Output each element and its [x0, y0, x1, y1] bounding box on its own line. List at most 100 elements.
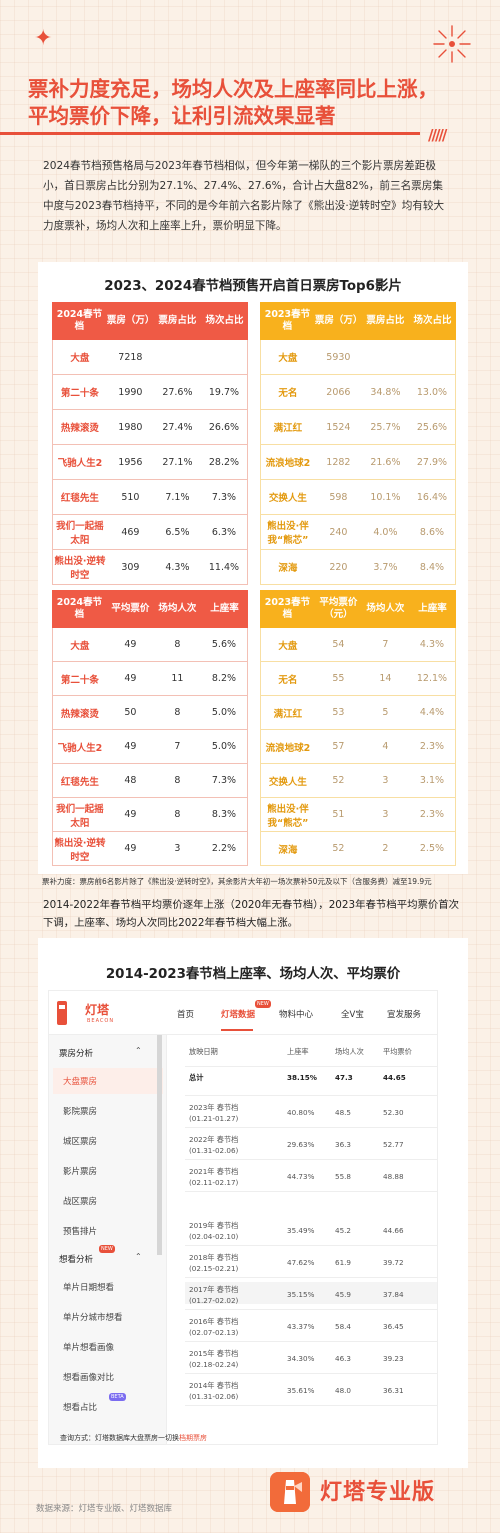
- sidebar-group-want[interactable]: 想看分析: [59, 1255, 94, 1265]
- grid-value-cell: 44.73%: [287, 1172, 315, 1181]
- grid-value-cell: 45.9: [335, 1290, 352, 1299]
- trend-paragraph: 2014-2022年春节档平均票价逐年上涨（2020年无春节档），2023年春节…: [43, 899, 460, 929]
- value-cell: 5.6%: [200, 628, 248, 662]
- value-cell: 4.0%: [361, 515, 409, 550]
- film-name-cell: 熊出没·逆转时空: [52, 550, 107, 585]
- table-header-cell: 2024春节档: [52, 302, 107, 340]
- nav-quanvbao[interactable]: 全V宝: [341, 1010, 364, 1020]
- sidebar-item-zone[interactable]: 战区票房: [63, 1197, 98, 1207]
- grid-date-cell: 2017年 春节档: [189, 1285, 239, 1294]
- value-cell: 57: [314, 730, 362, 764]
- grid-column-header: 平均票价: [383, 1047, 412, 1056]
- sidebar-item-want-profile[interactable]: 单片想看画像: [63, 1343, 115, 1353]
- table-2024-ticket: 2024春节档 平均票价 场均人次 上座率 大盘 49 8 5.6% 第二十条 49 11 8.2% 热…: [52, 590, 248, 866]
- grid-value-cell: 40.80%: [287, 1108, 315, 1117]
- section2-title: 2014-2023春节档上座率、场均人次、平均票价: [105, 967, 401, 982]
- value-cell: 2.3%: [408, 798, 456, 832]
- query-link[interactable]: 档期票房: [179, 1434, 207, 1442]
- value-cell: 1282: [314, 445, 362, 480]
- film-name-cell: 熊出没·伴我“熊芯”: [260, 798, 315, 832]
- grid-value-cell: 52.77: [383, 1140, 404, 1149]
- table-header-cell: 票房（万）: [314, 302, 362, 340]
- nav-promo[interactable]: 宣发服务: [387, 1010, 422, 1020]
- value-cell: 25.7%: [361, 410, 409, 445]
- value-cell: 2066: [314, 375, 362, 410]
- film-name-cell: 我们一起摇太阳: [52, 798, 107, 832]
- table-row: 第二十条 49 11 8.2%: [52, 662, 248, 696]
- value-cell: 11.4%: [200, 550, 248, 585]
- table-row: 熊出没·伴我“熊芯” 240 4.0% 8.6%: [260, 515, 456, 550]
- value-cell: 4.4%: [408, 696, 456, 730]
- grid-date-cell: 2014年 春节档: [189, 1381, 239, 1390]
- grid-row-divider: [185, 1277, 437, 1278]
- value-cell: 19.7%: [200, 375, 248, 410]
- value-cell: 49: [106, 628, 154, 662]
- value-cell: 2: [361, 832, 409, 866]
- value-cell: 13.0%: [408, 375, 456, 410]
- grid-row-divider: [185, 1341, 437, 1342]
- table-row: 飞驰人生2 1956 27.1% 28.2%: [52, 445, 248, 480]
- grid-value-cell: 47.3: [335, 1073, 353, 1082]
- value-cell: 3: [153, 832, 201, 866]
- brand-name: 灯塔专业版: [320, 1480, 436, 1505]
- sidebar-item-market[interactable]: 大盘票房: [63, 1077, 98, 1087]
- value-cell: 8: [153, 764, 201, 798]
- table-row: 交换人生 52 3 3.1%: [260, 764, 456, 798]
- grid-date-range: (01.27-02.02): [189, 1296, 239, 1305]
- grid-value-cell: 35.15%: [287, 1290, 315, 1299]
- value-cell: 21.6%: [361, 445, 409, 480]
- sidebar-item-cinema[interactable]: 影院票房: [63, 1107, 98, 1117]
- collapse-icon[interactable]: ⌃: [135, 1046, 142, 1055]
- value-cell: 4.3%: [153, 550, 201, 585]
- value-cell: [200, 340, 248, 375]
- film-name-cell: 满江红: [260, 410, 315, 445]
- sidebar-item-want-date[interactable]: 单片日期想看: [63, 1283, 115, 1293]
- value-cell: 34.8%: [361, 375, 409, 410]
- value-cell: 49: [106, 798, 154, 832]
- film-name-cell: 热辣滚烫: [52, 410, 107, 445]
- sidebar-group-boxoffice[interactable]: 票房分析: [59, 1049, 94, 1059]
- grid-date-cell: 2015年 春节档: [189, 1349, 239, 1358]
- value-cell: 3: [361, 798, 409, 832]
- sidebar-item-film[interactable]: 影片票房: [63, 1167, 98, 1177]
- table-header-cell: 平均票价: [106, 590, 154, 628]
- sidebar-item-want-city[interactable]: 单片分城市想看: [63, 1313, 123, 1323]
- film-name-cell: 交换人生: [260, 764, 315, 798]
- grid-value-cell: 44.65: [383, 1073, 406, 1082]
- film-name-cell: 飞驰人生2: [52, 730, 107, 764]
- value-cell: 8.4%: [408, 550, 456, 585]
- grid-value-cell: 46.3: [335, 1354, 352, 1363]
- film-name-cell: 无名: [260, 375, 315, 410]
- sidebar-item-city[interactable]: 城区票房: [63, 1137, 98, 1147]
- nav-materials[interactable]: 物料中心: [279, 1010, 314, 1020]
- decorative-slashes: /////: [428, 126, 447, 144]
- table-header-cell: 上座率: [408, 590, 456, 628]
- title-line-2: 平均票价下降，让利引流效果显著: [28, 104, 336, 128]
- table-row: 热辣滚烫 50 8 5.0%: [52, 696, 248, 730]
- grid-column-header: 场均人次: [335, 1047, 364, 1056]
- value-cell: 26.6%: [200, 410, 248, 445]
- grid-row-divider: [185, 1309, 437, 1310]
- grid-date-cell: 总计: [189, 1073, 204, 1082]
- table-row: 热辣滚烫 1980 27.4% 26.6%: [52, 410, 248, 445]
- nav-home[interactable]: 首页: [177, 1010, 195, 1020]
- sidebar-scrollbar[interactable]: [157, 1035, 162, 1255]
- grid-gap-row: [185, 1282, 437, 1304]
- new-badge-2: NEW: [99, 1245, 115, 1253]
- grid-date-cell: 2018年 春节档: [189, 1253, 239, 1262]
- film-name-cell: 红毯先生: [52, 764, 107, 798]
- value-cell: 2.5%: [408, 832, 456, 866]
- sidebar-item-want-compare[interactable]: 想看画像对比: [63, 1373, 115, 1383]
- value-cell: 52: [314, 832, 362, 866]
- table-header-cell: 票房占比: [153, 302, 201, 340]
- grid-value-cell: 34.30%: [287, 1354, 315, 1363]
- value-cell: 8.3%: [200, 798, 248, 832]
- grid-value-cell: 47.62%: [287, 1258, 315, 1267]
- grid-row-divider: [185, 1159, 437, 1160]
- sidebar-item-presale[interactable]: 预售排片: [63, 1227, 98, 1237]
- table-row: 飞驰人生2 49 7 5.0%: [52, 730, 248, 764]
- sidebar-item-want-share[interactable]: 想看占比: [63, 1403, 98, 1413]
- nav-data[interactable]: 灯塔数据: [221, 1010, 256, 1020]
- query-hint: 查询方式：灯塔数据库大盘票房一切换档期票房: [60, 1433, 207, 1443]
- collapse-icon-2[interactable]: ⌃: [135, 1252, 142, 1261]
